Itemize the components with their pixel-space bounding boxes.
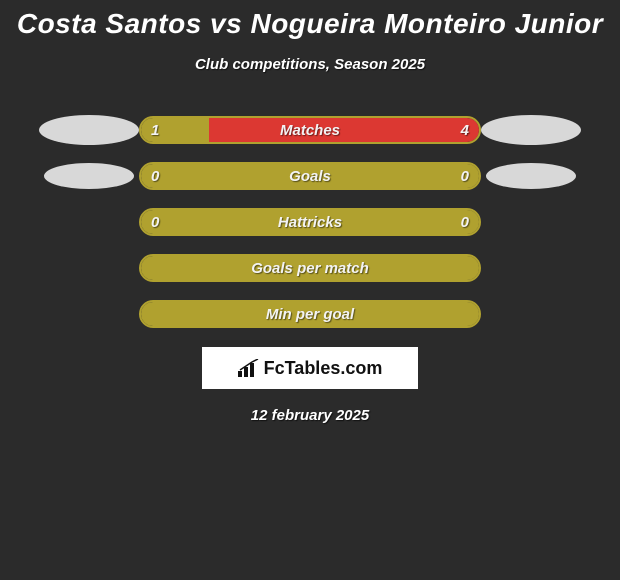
avatar-slot-left bbox=[39, 163, 139, 189]
stat-row: 14Matches bbox=[0, 107, 620, 153]
stat-bar: 00Goals bbox=[139, 162, 481, 190]
stat-row: Goals per match bbox=[0, 245, 620, 291]
player2-avatar bbox=[481, 115, 581, 145]
avatar-slot-left bbox=[39, 115, 139, 145]
bars-icon bbox=[238, 359, 260, 377]
stat-label: Goals per match bbox=[141, 256, 479, 280]
stat-bar: Min per goal bbox=[139, 300, 481, 328]
stat-row: 00Goals bbox=[0, 153, 620, 199]
stat-row: 00Hattricks bbox=[0, 199, 620, 245]
stat-label: Min per goal bbox=[141, 302, 479, 326]
subtitle: Club competitions, Season 2025 bbox=[0, 56, 620, 73]
stat-label: Goals bbox=[141, 164, 479, 188]
player2-avatar-small bbox=[486, 163, 576, 189]
stat-bar: Goals per match bbox=[139, 254, 481, 282]
source-logo: FcTables.com bbox=[202, 347, 418, 389]
avatar-slot-right bbox=[481, 115, 581, 145]
stats-list: 14Matches 00Goals 00Hattricks Goals per mat… bbox=[0, 107, 620, 337]
comparison-widget: Costa Santos vs Nogueira Monteiro Junior… bbox=[0, 0, 620, 580]
stat-row: Min per goal bbox=[0, 291, 620, 337]
stat-label: Matches bbox=[141, 118, 479, 142]
avatar-slot-right bbox=[481, 163, 581, 189]
stat-bar: 14Matches bbox=[139, 116, 481, 144]
player1-avatar-small bbox=[44, 163, 134, 189]
player1-avatar bbox=[39, 115, 139, 145]
logo-label: FcTables.com bbox=[264, 358, 383, 379]
stat-label: Hattricks bbox=[141, 210, 479, 234]
logo-text: FcTables.com bbox=[238, 358, 383, 379]
date-label: 12 february 2025 bbox=[0, 407, 620, 424]
stat-bar: 00Hattricks bbox=[139, 208, 481, 236]
page-title: Costa Santos vs Nogueira Monteiro Junior bbox=[0, 0, 620, 40]
